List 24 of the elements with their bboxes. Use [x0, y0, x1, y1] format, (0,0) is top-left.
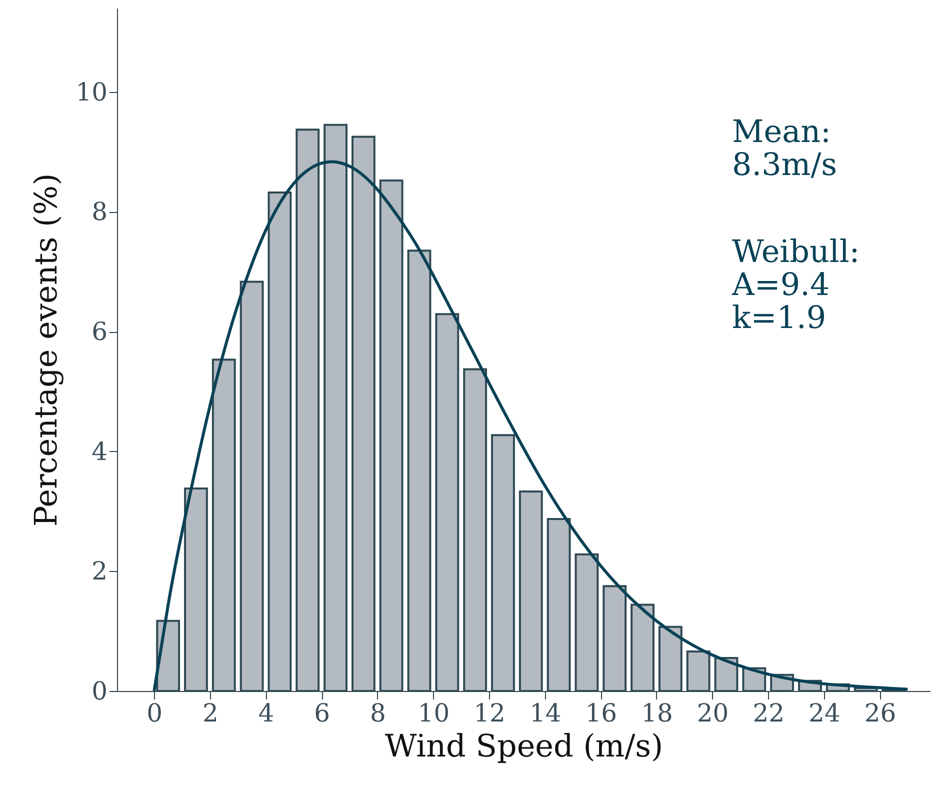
x-tick-label: 12 — [474, 698, 506, 728]
y-axis-title: Percentage events (%) — [28, 173, 65, 527]
annotation: Weibull: A=9.4 k=1.9 — [731, 234, 860, 336]
y-tick-label: 6 — [92, 317, 108, 346]
x-tick-label: 2 — [202, 698, 218, 728]
x-tick-label: 20 — [696, 698, 729, 728]
y-tick-label: 0 — [92, 676, 108, 706]
y-tick-label: 4 — [92, 436, 108, 466]
x-tick-label: 8 — [370, 698, 386, 728]
x-tick-label: 26 — [864, 698, 896, 728]
y-tick-label: 10 — [76, 77, 108, 106]
y-tick-label: 2 — [92, 556, 108, 586]
x-tick-label: 24 — [808, 698, 840, 728]
x-tick-label: 22 — [752, 698, 785, 728]
y-tick-label: 8 — [92, 197, 108, 226]
x-tick-label: 4 — [258, 698, 274, 728]
x-tick-label: 14 — [529, 698, 562, 728]
x-tick-label: 0 — [146, 698, 163, 728]
x-tick-label: 6 — [314, 698, 330, 728]
x-axis-title: Wind Speed (m/s) — [384, 728, 664, 764]
x-tick-label: 10 — [418, 698, 450, 728]
x-tick-label: 16 — [585, 698, 618, 728]
x-tick-label: 18 — [641, 698, 673, 728]
annotation: Mean: 8.3m/s — [732, 114, 838, 183]
